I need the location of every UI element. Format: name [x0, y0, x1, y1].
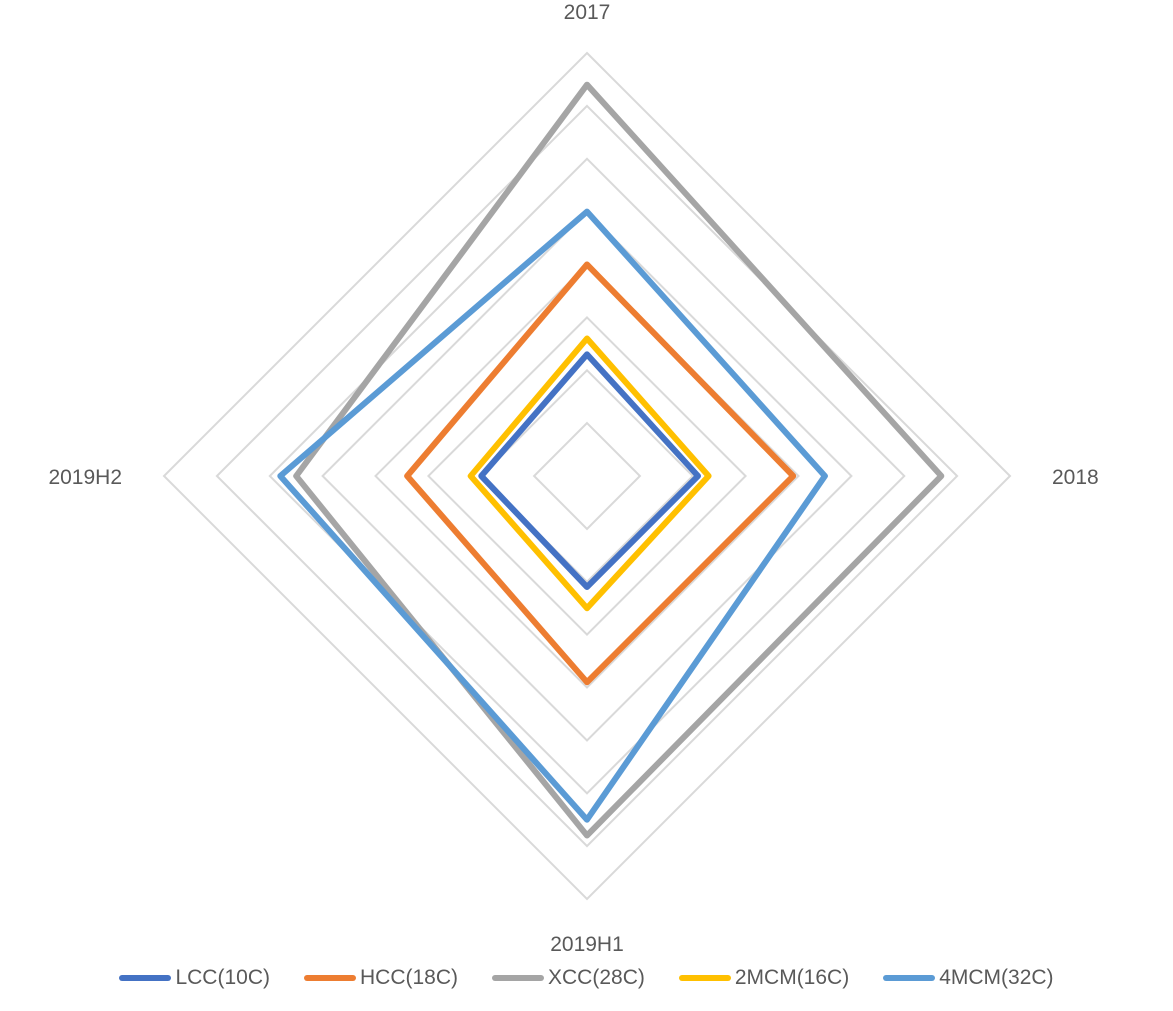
legend-item: 2MCM(16C) — [678, 966, 850, 990]
grid-ring — [479, 368, 695, 584]
series-line-4mcm-32c — [277, 208, 828, 823]
legend-swatch — [883, 975, 936, 981]
axis-label-layer: 2017 2018 2019H1 2019H2 — [48, 1, 1098, 956]
legend-swatch — [119, 975, 172, 981]
grid-ring — [268, 157, 906, 795]
legend-swatch — [678, 975, 731, 981]
legend-label: 4MCM(32C) — [939, 966, 1054, 989]
grid-ring — [426, 315, 748, 637]
grid-ring — [321, 210, 853, 742]
grid-ring — [162, 51, 1012, 901]
grid-ring — [215, 104, 959, 848]
series-line-xcc-28c — [293, 81, 945, 839]
category-label-2018: 2018 — [1052, 466, 1099, 489]
legend-label: HCC(18C) — [359, 966, 458, 989]
legend-item: 4MCM(32C) — [883, 966, 1054, 990]
legend-item: HCC(18C) — [303, 966, 458, 990]
category-label-2017: 2017 — [564, 1, 611, 24]
legend-label: 2MCM(16C) — [734, 966, 850, 989]
category-label-2019h1: 2019H1 — [550, 933, 624, 956]
legend-item: XCC(28C) — [492, 966, 645, 990]
legend-label: XCC(28C) — [548, 966, 645, 989]
legend-item: LCC(10C) — [119, 966, 270, 990]
grid-ring — [532, 421, 642, 531]
legend-swatch — [492, 975, 544, 981]
chart-legend: LCC(10C) HCC(18C) XCC(28C) 2MCM(16C) 4MCM(32… — [0, 958, 1173, 998]
series-line-hcc-18c — [404, 261, 797, 686]
legend-swatch — [303, 975, 356, 981]
legend-label: LCC(10C) — [175, 966, 270, 989]
grid-ring — [374, 263, 800, 689]
radar-series-layer — [277, 81, 945, 839]
radar-grid — [162, 51, 1012, 901]
category-label-2019h2: 2019H2 — [48, 466, 122, 489]
series-line-2mcm-16c — [467, 335, 712, 612]
series-line-lcc-10c — [478, 351, 701, 590]
